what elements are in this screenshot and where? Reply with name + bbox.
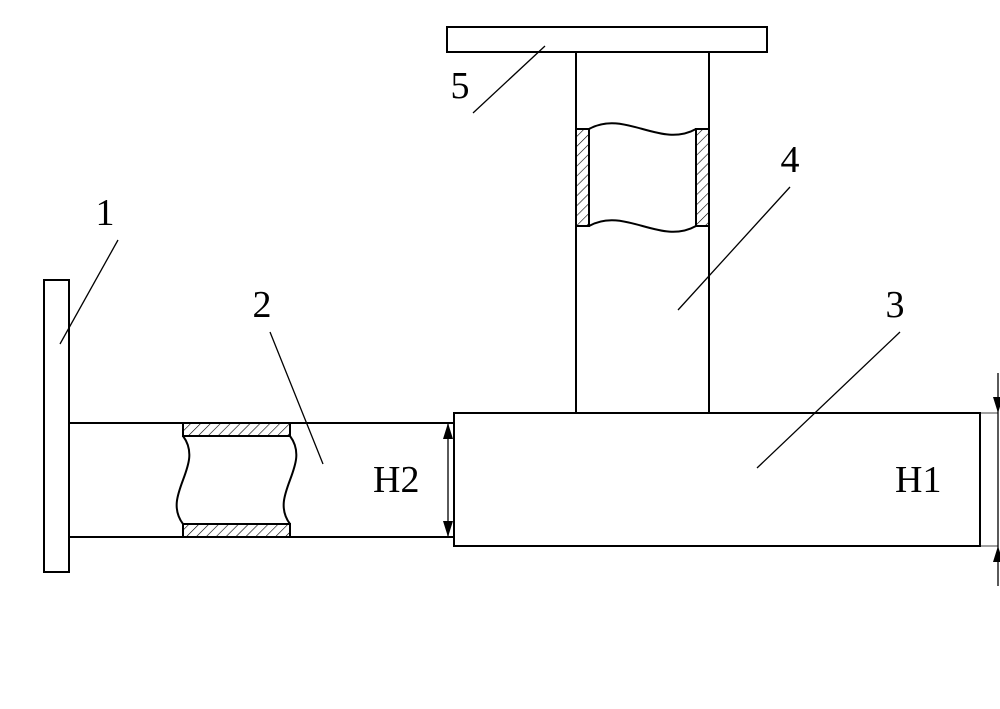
dim-label-h1: H1 <box>895 459 941 501</box>
callout-label-3: 3 <box>886 284 905 326</box>
callout-label-5: 5 <box>451 65 470 107</box>
callout-label-4: 4 <box>781 139 800 181</box>
flange-top <box>447 27 767 52</box>
dimension-h2 <box>439 423 454 537</box>
callout-leader-2 <box>270 332 323 464</box>
dim-label-h2: H2 <box>373 459 419 501</box>
dimension-h1 <box>980 373 1000 586</box>
callout-label-1: 1 <box>96 192 115 234</box>
flange-left <box>44 280 69 572</box>
callout-leader-4 <box>678 187 790 310</box>
callout-label-2: 2 <box>253 284 272 326</box>
callout-leader-5 <box>473 46 545 113</box>
callouts: 1 2 3 4 5 <box>60 46 905 468</box>
v-stub-pipe <box>576 52 709 413</box>
